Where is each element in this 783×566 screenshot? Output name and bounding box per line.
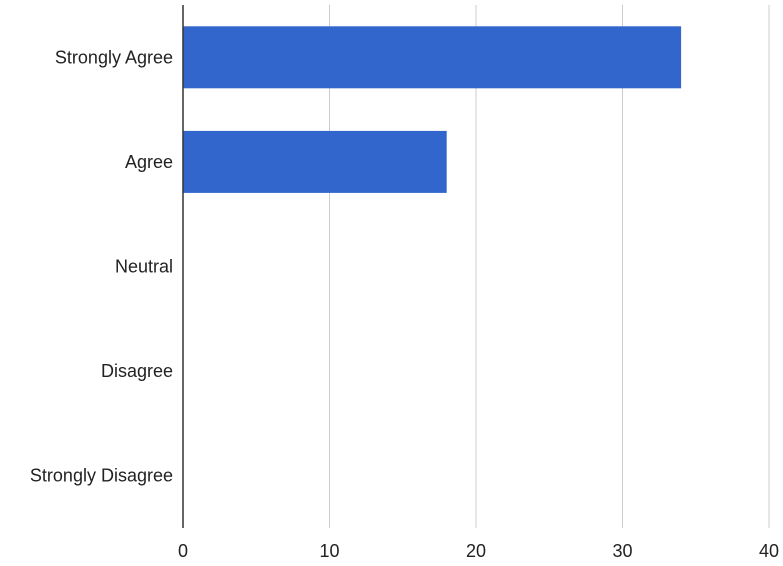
- bars: [183, 26, 682, 193]
- gridlines: [329, 5, 770, 528]
- bar-agree: [183, 130, 447, 193]
- category-label-disagree: Disagree: [101, 361, 173, 381]
- category-label-agree: Agree: [125, 152, 173, 172]
- x-tick-label-30: 30: [612, 541, 632, 561]
- x-tick-label-40: 40: [759, 541, 779, 561]
- labels: 0 10 20 30 40 Strongly Agree Agree Neutral Disag…: [30, 47, 779, 561]
- category-label-strongly-agree: Strongly Agree: [55, 47, 173, 67]
- category-label-strongly-disagree: Strongly Disagree: [30, 466, 173, 486]
- x-tick-label-10: 10: [319, 541, 339, 561]
- x-tick-label-0: 0: [178, 541, 188, 561]
- bar-strongly-agree: [183, 26, 682, 89]
- x-tick-label-20: 20: [466, 541, 486, 561]
- category-label-neutral: Neutral: [115, 257, 173, 277]
